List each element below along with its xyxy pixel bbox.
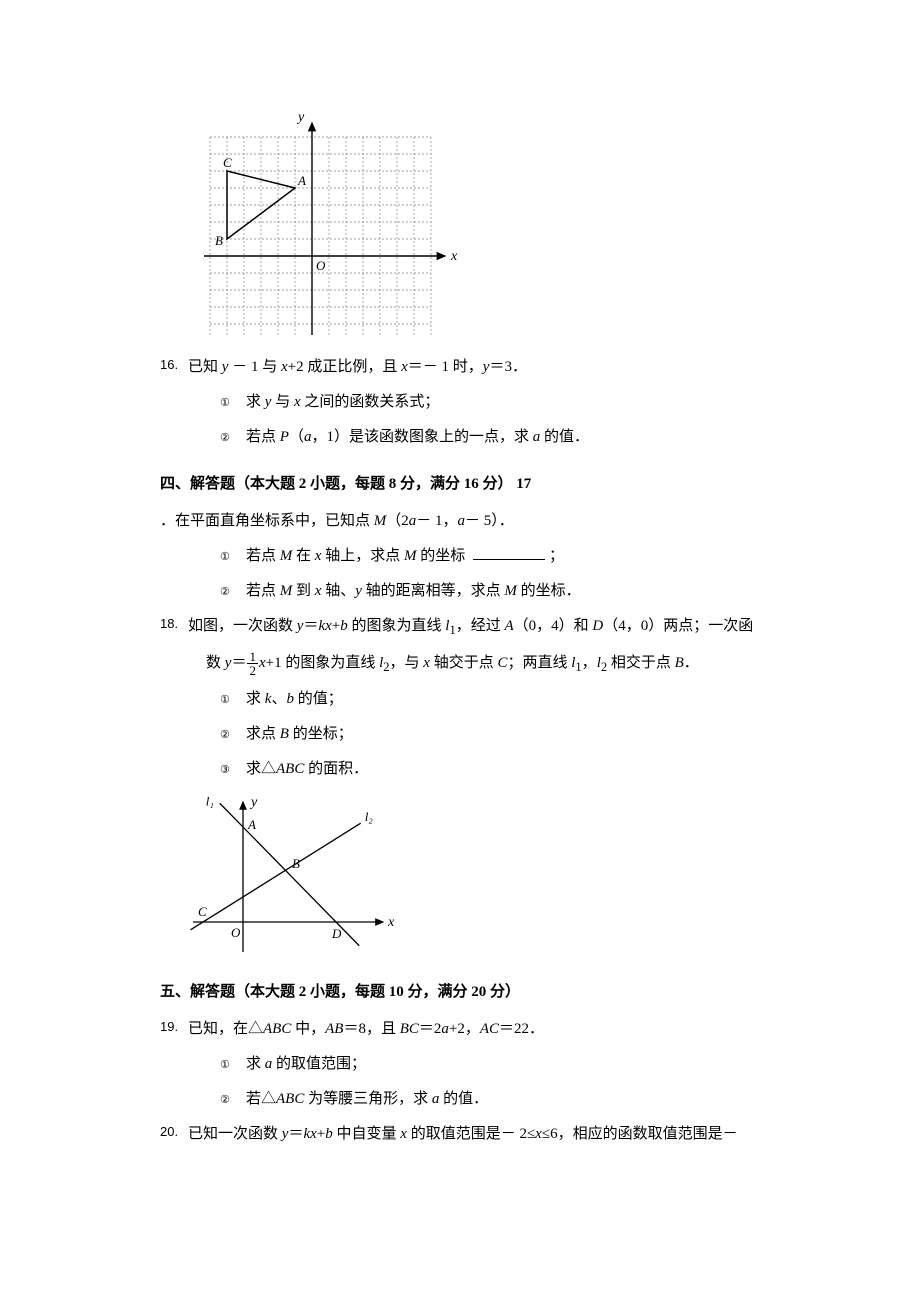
q18-number: 18. xyxy=(160,610,188,639)
svg-text:y: y xyxy=(296,110,305,125)
svg-text:A: A xyxy=(247,817,256,832)
svg-text:l₁: l₁ xyxy=(206,793,214,808)
section-5-heading: 五、解答题（本大题 2 小题，每题 10 分，满分 20 分） xyxy=(160,976,760,1009)
q20-number: 20. xyxy=(160,1118,188,1147)
q18-sub-1: ①求 k、b 的值； xyxy=(220,683,760,716)
question-20: 20.已知一次函数 y＝kx+b 中自变量 x 的取值范围是－ 2≤x≤6，相应… xyxy=(160,1118,760,1151)
q16-stem: 已知 y － 1 与 x+2 成正比例，且 x＝－ 1 时，y＝3． xyxy=(188,359,527,375)
q18-line2: 数 y＝12x+1 的图象为直线 l2，与 x 轴交于点 C；两直线 l1，l2… xyxy=(160,647,760,682)
question-18: 18.如图，一次函数 y＝kx+b 的图象为直线 l1，经过 A（0，4）和 D… xyxy=(160,610,760,645)
svg-text:C: C xyxy=(223,155,232,170)
svg-text:O: O xyxy=(316,258,326,273)
q18-sub-3: ③求△ABC 的面积． xyxy=(220,753,760,786)
lines-svg: x y O A B C Dl₁ l₂ xyxy=(188,792,398,962)
svg-text:B: B xyxy=(215,233,223,248)
q18-sub-2: ②求点 B 的坐标； xyxy=(220,718,760,751)
svg-text:B: B xyxy=(292,856,300,871)
q16-number: 16. xyxy=(160,351,188,380)
q17-sub-2: ②若点 M 到 x 轴、y 轴的距离相等，求点 M 的坐标． xyxy=(220,575,760,608)
svg-text:x: x xyxy=(450,249,458,264)
svg-text:y: y xyxy=(249,795,258,810)
svg-text:l₂: l₂ xyxy=(365,809,374,824)
grid-svg: x y O A B C xyxy=(200,90,460,335)
svg-text:O: O xyxy=(231,925,241,940)
svg-text:x: x xyxy=(387,915,395,930)
figure-1: x y O A B C xyxy=(200,90,760,335)
q19-sub-1: ①求 a 的取值范围； xyxy=(220,1048,760,1081)
fill-blank xyxy=(473,545,545,560)
question-16: 16.已知 y － 1 与 x+2 成正比例，且 x＝－ 1 时，y＝3． xyxy=(160,351,760,384)
svg-text:C: C xyxy=(198,904,207,919)
q17-sub-1: ①若点 M 在 x 轴上，求点 M 的坐标 ； xyxy=(220,540,760,573)
q19-number: 19. xyxy=(160,1013,188,1042)
q17-stem: ．在平面直角坐标系中，已知点 M（2a－ 1，a－ 5）． xyxy=(160,505,760,538)
q19-sub-2: ②若△ABC 为等腰三角形，求 a 的值． xyxy=(220,1083,760,1116)
figure-2: x y O A B C Dl₁ l₂ xyxy=(188,792,760,962)
section-4-heading: 四、解答题（本大题 2 小题，每题 8 分，满分 16 分） 17 xyxy=(160,468,760,501)
question-19: 19.已知，在△ABC 中，AB＝8，且 BC＝2a+2，AC＝22． xyxy=(160,1013,760,1046)
svg-text:A: A xyxy=(297,173,306,188)
q16-sub-1: ①求 y 与 x 之间的函数关系式； xyxy=(220,386,760,419)
svg-text:D: D xyxy=(331,926,342,941)
q16-sub-2: ②若点 P（a，1）是该函数图象上的一点，求 a 的值． xyxy=(220,421,760,454)
